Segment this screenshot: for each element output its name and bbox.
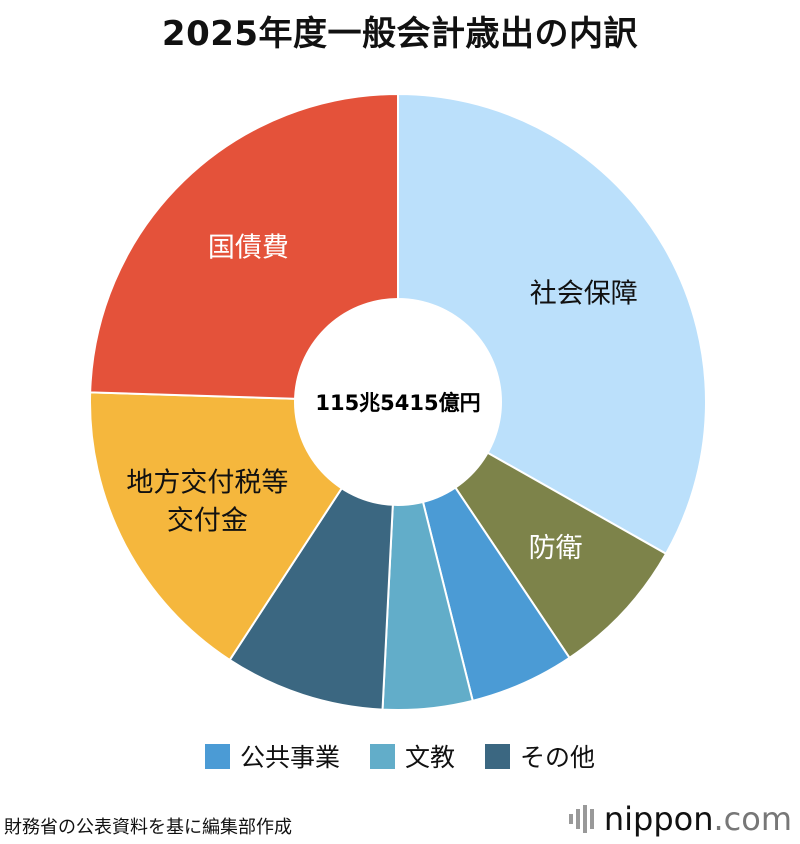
- legend-swatch: [204, 743, 230, 769]
- chart-title: 2025年度一般会計歳出の内訳: [161, 14, 639, 54]
- legend-label: 公共事業: [239, 743, 340, 772]
- source-note: 財務省の公表資料を基に編集部作成: [4, 817, 292, 838]
- slice-label: 交付金: [167, 505, 248, 536]
- brand-name: nippon: [603, 800, 714, 838]
- slice-label: 社会保障: [530, 279, 638, 310]
- legend-item-education: 文教: [369, 738, 455, 774]
- brand-logo: nippon .com: [568, 800, 792, 838]
- legend-label: 文教: [404, 743, 455, 772]
- total-label: 115兆5415億円: [315, 391, 480, 415]
- slice-label: 国債費: [208, 233, 289, 264]
- legend-swatch: [369, 743, 395, 769]
- legend-swatch: [485, 743, 510, 769]
- legend: 公共事業 文教 その他: [0, 738, 800, 774]
- brand-bars-icon: [568, 805, 594, 833]
- legend-label: その他: [520, 743, 596, 772]
- donut-hole: [294, 298, 502, 506]
- legend-item-public-works: 公共事業: [204, 738, 340, 774]
- slice-label: 地方交付税等: [126, 467, 288, 498]
- brand-tld: .com: [713, 800, 792, 838]
- legend-item-other: その他: [485, 738, 595, 774]
- slice-6: [89, 92, 399, 404]
- slice-label: 防衛: [529, 533, 583, 564]
